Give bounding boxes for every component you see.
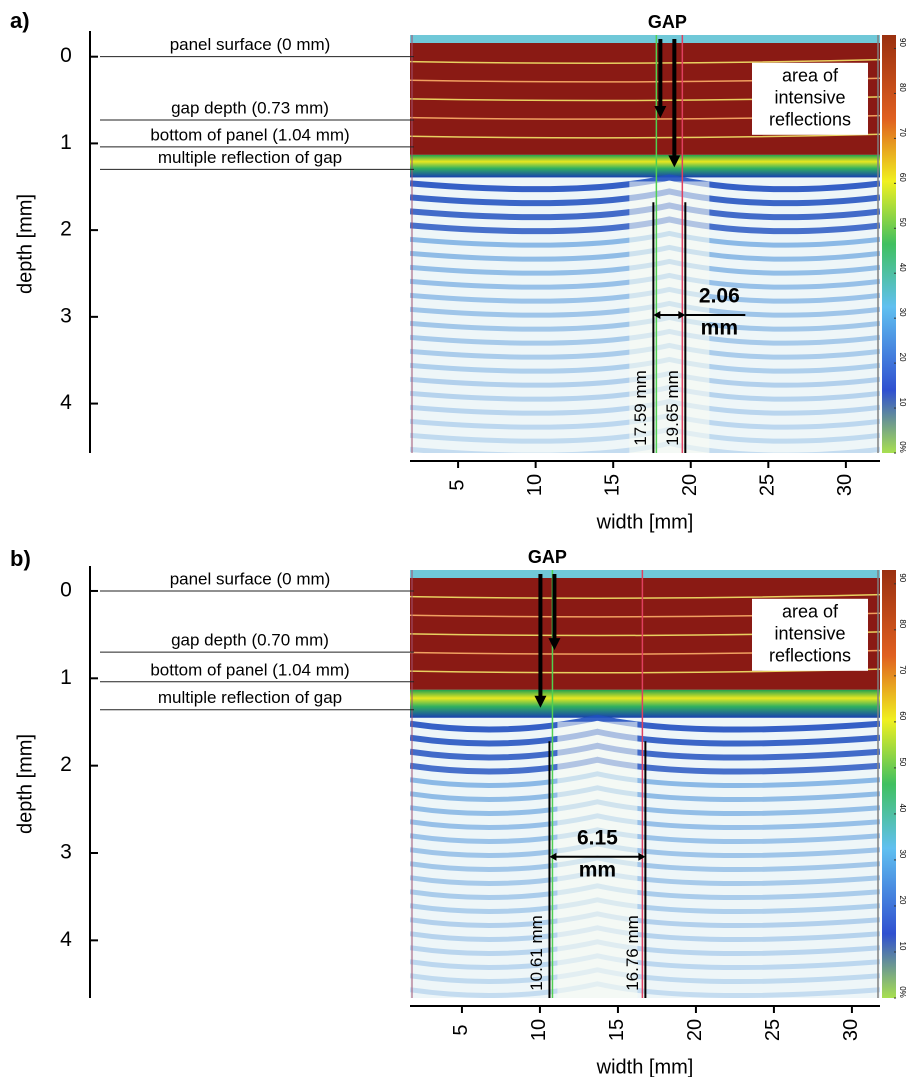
layer-label: multiple reflection of gap [158,688,342,707]
scan-stripe [410,174,880,193]
layer-label: gap depth (0.70 mm) [171,631,329,650]
colorbar-tick-label: 10 [898,398,907,407]
x-tick-label: 25 [762,1019,784,1041]
gap-width: 6.15 [577,826,618,849]
region-label: intensive [774,624,845,644]
colorbar-tick-label: 0% [898,441,907,453]
gap-label: GAP [648,12,687,32]
colorbar-tick-label: 80 [898,83,907,92]
region-label: area of [782,66,839,86]
y-tick-label: 3 [60,841,72,864]
y-tick-label: 2 [60,753,72,776]
arrow-head [678,311,686,320]
arrow-head [549,852,557,861]
scan-band [410,689,880,718]
y-tick-label: 1 [60,666,72,689]
x-tick-label: 20 [684,1019,706,1041]
y-tick-label: 0 [60,44,72,67]
x-tick-label: 15 [606,1019,628,1041]
colorbar-tick-label: 30 [898,308,907,317]
colorbar [882,570,896,998]
x-tick-label: 30 [834,474,856,496]
arrow-head [653,311,661,320]
y-axis-label: depth [mm] [14,194,36,294]
region-box [752,62,868,135]
colorbar-tick-label: 40 [898,803,907,812]
marker-label: 17.59 mm [631,370,650,446]
scan-gap-shadow [629,181,710,453]
colorbar-tick-label: 0% [898,986,907,998]
gap-pointer-head [534,695,547,708]
y-tick-label: 3 [60,304,72,327]
y-tick-label: 0 [60,579,72,602]
layer-label: bottom of panel (1.04 mm) [150,125,349,144]
region-label: reflections [769,110,851,130]
panel-label: b) [10,546,31,571]
x-tick-label: 20 [679,474,701,496]
colorbar-tick-label: 80 [898,619,907,628]
gap-width-unit: mm [701,317,738,340]
y-tick-label: 1 [60,131,72,154]
y-tick-label: 4 [60,391,72,414]
panel-label: a) [10,8,30,33]
x-tick-label: 30 [840,1019,862,1041]
colorbar-tick-label: 50 [898,218,907,227]
scan-top [410,35,880,43]
x-axis-label: width [mm] [596,1056,694,1077]
arrow-head [638,852,646,861]
x-tick-label: 5 [450,1024,472,1035]
marker-label: 10.61 mm [527,915,546,991]
colorbar-tick-label: 50 [898,757,907,766]
gap-width-unit: mm [579,858,616,881]
marker-label: 19.65 mm [663,370,682,446]
region-box [752,598,868,671]
x-tick-label: 10 [524,474,546,496]
x-tick-label: 10 [528,1019,550,1041]
y-tick-label: 4 [60,928,72,951]
region-label: reflections [769,646,851,666]
colorbar-tick-label: 90 [898,573,907,582]
layer-label: bottom of panel (1.04 mm) [150,660,349,679]
marker-label: 16.76 mm [623,915,642,991]
colorbar-tick-label: 70 [898,665,907,674]
layer-label: gap depth (0.73 mm) [171,98,329,117]
scan-line [410,593,880,599]
gap-pointer-head [654,105,667,118]
colorbar-tick-label: 70 [898,128,907,137]
region-label: area of [782,602,839,622]
colorbar-tick-label: 20 [898,896,907,905]
colorbar-tick-label: 20 [898,353,907,362]
y-tick-label: 2 [60,218,72,241]
x-tick-label: 15 [601,474,623,496]
gap-width: 2.06 [699,285,740,308]
x-tick-label: 5 [446,479,468,490]
colorbar-tick-label: 90 [898,38,907,47]
gap-label: GAP [528,547,567,567]
gap-pointer-head [548,638,561,651]
region-label: intensive [774,88,845,108]
layer-label: panel surface (0 mm) [170,569,331,588]
gap-pointer-head [668,155,681,168]
scan-top [410,570,880,578]
colorbar-tick-label: 40 [898,263,907,272]
colorbar [882,35,896,453]
scan-line [410,133,880,139]
scan-band [410,154,880,178]
layer-label: panel surface (0 mm) [170,35,331,54]
layer-label: multiple reflection of gap [158,148,342,167]
colorbar-tick-label: 10 [898,942,907,951]
colorbar-tick-label: 60 [898,173,907,182]
scan-stripe [410,714,880,733]
colorbar-tick-label: 30 [898,849,907,858]
colorbar-tick-label: 60 [898,711,907,720]
scan-line [410,58,880,64]
scan-gap-shadow [557,721,638,998]
y-axis-label: depth [mm] [14,734,36,834]
x-axis-label: width [mm] [596,511,694,533]
x-tick-label: 25 [757,474,779,496]
